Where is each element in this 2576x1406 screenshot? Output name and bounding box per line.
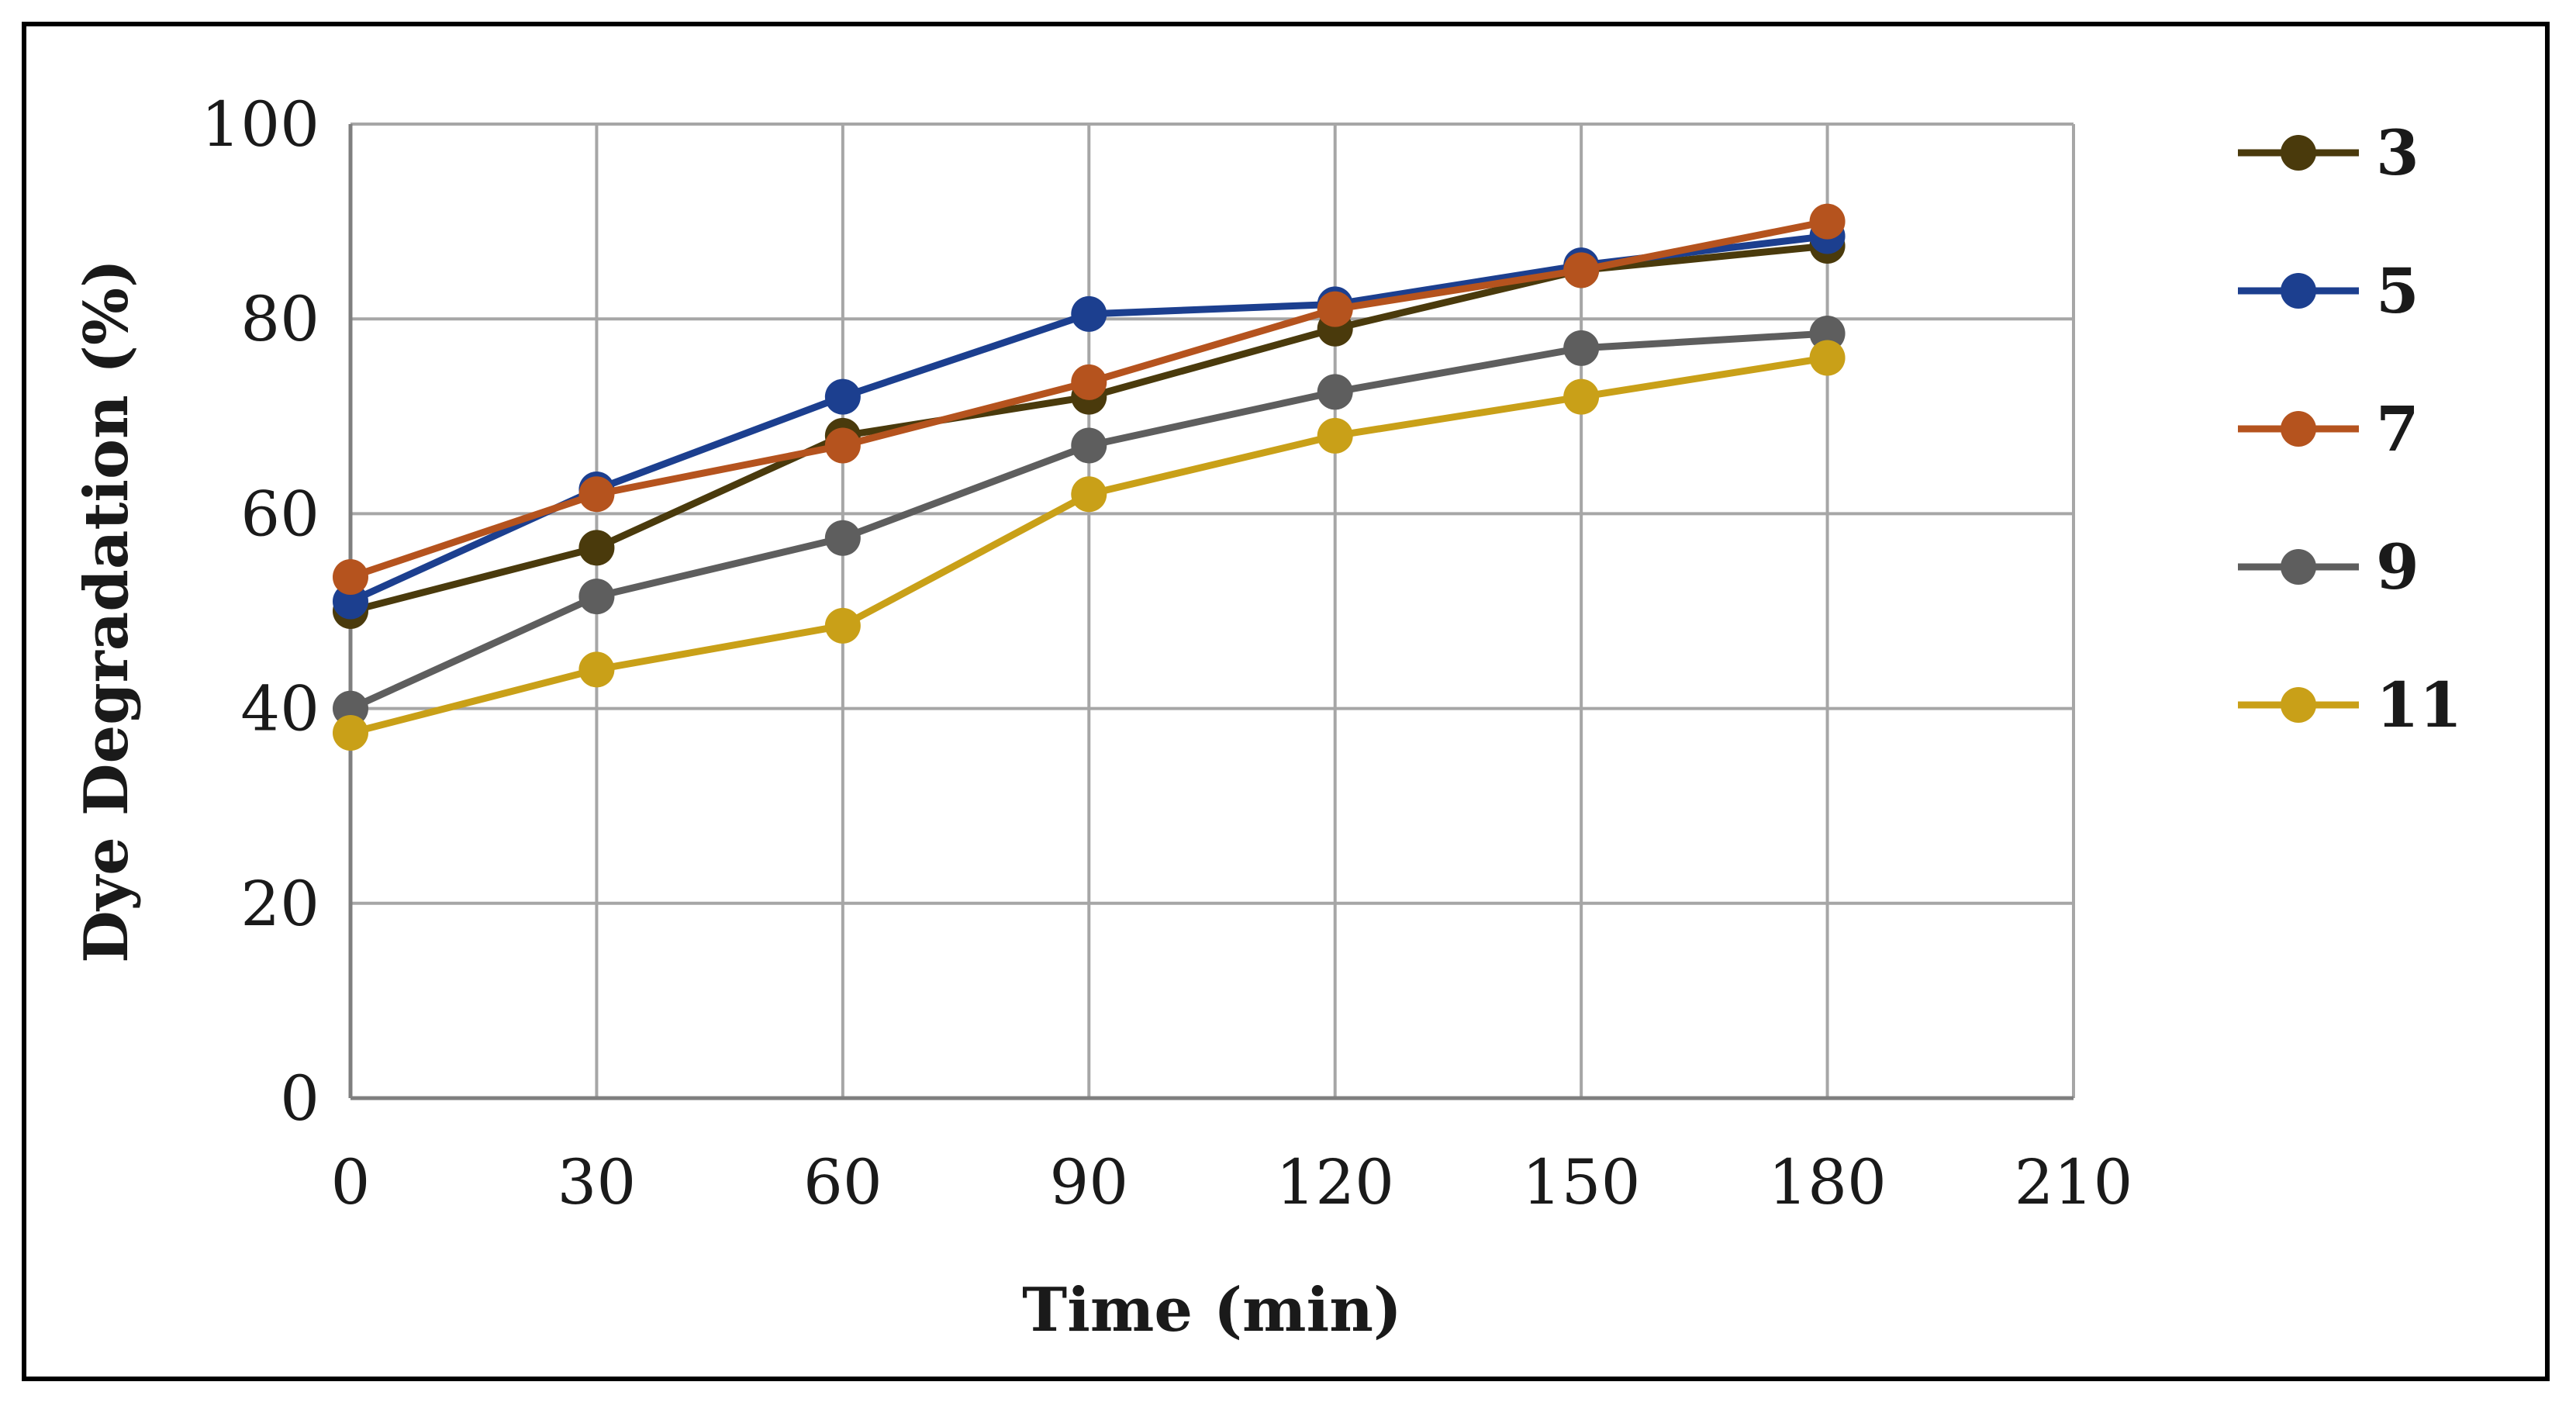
data-point	[1071, 476, 1107, 513]
legend-entry-11: 11	[2238, 668, 2462, 741]
data-point	[578, 579, 615, 615]
x-tick-label: 120	[1276, 1146, 1394, 1218]
legend-entry-7: 7	[2238, 392, 2419, 465]
series-9	[333, 316, 1846, 727]
x-tick-label: 150	[1522, 1146, 1641, 1218]
data-point	[824, 520, 861, 556]
legend-label: 3	[2376, 116, 2419, 189]
legend-label: 9	[2376, 530, 2419, 603]
legend: 3 5 7 9 11	[2238, 116, 2462, 741]
y-tick-label: 100	[201, 88, 319, 161]
legend-label: 7	[2376, 392, 2419, 465]
data-point	[1563, 330, 1600, 366]
data-point	[824, 427, 861, 464]
x-tick-label: 180	[1768, 1146, 1887, 1218]
data-point	[824, 378, 861, 415]
y-axis-title: Dye Degradation (%)	[71, 259, 142, 963]
data-point	[1071, 295, 1107, 332]
legend-marker	[2281, 135, 2316, 171]
y-tick-label: 80	[240, 283, 319, 355]
y-tick-label: 0	[280, 1062, 319, 1135]
data-point	[578, 476, 615, 513]
chart-frame: 0 20 40 60 80 100 0 30 60 90 120 150 180 210 Time (mi…	[22, 22, 2550, 1381]
y-tick-label: 20	[240, 868, 319, 940]
legend-marker	[2281, 411, 2316, 447]
legend-entry-5: 5	[2238, 254, 2419, 327]
legend-label: 5	[2376, 254, 2419, 327]
legend-marker	[2281, 687, 2316, 723]
data-point	[578, 530, 615, 566]
legend-marker	[2281, 549, 2316, 585]
x-tick-label: 30	[558, 1146, 637, 1218]
legend-marker	[2281, 273, 2316, 309]
legend-entry-3: 3	[2238, 116, 2419, 189]
data-point	[1317, 291, 1353, 327]
y-tick-label: 60	[240, 478, 319, 550]
legend-label: 11	[2376, 668, 2462, 741]
legend-entry-9: 9	[2238, 530, 2419, 603]
series-11	[333, 340, 1846, 751]
data-point	[1071, 427, 1107, 464]
x-tick-label: 0	[331, 1146, 371, 1218]
data-point	[1809, 340, 1846, 376]
y-tick-label: 40	[240, 673, 319, 745]
data-point	[1317, 374, 1353, 410]
data-point	[1809, 203, 1846, 240]
data-point	[824, 607, 861, 644]
data-point	[1563, 378, 1600, 415]
data-point	[333, 715, 368, 751]
data-point	[1071, 364, 1107, 400]
data-point	[1563, 252, 1600, 288]
data-point	[1317, 417, 1353, 454]
data-point	[333, 559, 368, 596]
tick-labels: 0 20 40 60 80 100 0 30 60 90 120 150 180 210	[201, 88, 2132, 1218]
x-tick-label: 60	[803, 1146, 882, 1218]
x-tick-label: 210	[2015, 1146, 2133, 1218]
axes	[348, 124, 2074, 1100]
grid	[350, 123, 2075, 1100]
data-point	[578, 651, 615, 688]
series-group	[333, 203, 1846, 751]
x-tick-label: 90	[1049, 1146, 1128, 1218]
x-axis-title: Time (min)	[1022, 1275, 1402, 1346]
line-chart: 0 20 40 60 80 100 0 30 60 90 120 150 180 210 Time (mi…	[71, 88, 2462, 1346]
series-7	[333, 203, 1846, 596]
